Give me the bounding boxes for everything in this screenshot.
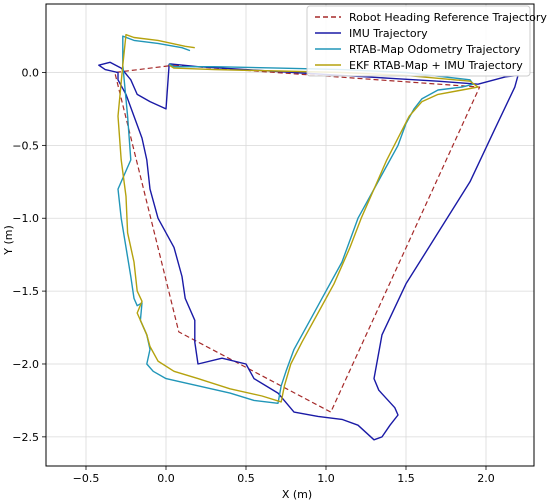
y-tick-label: 0.0 <box>22 66 40 79</box>
x-axis-label: X (m) <box>282 488 312 501</box>
y-axis-ticks: 0.0 −0.5 −1.0 −1.5 −2.0 −2.5 <box>12 66 46 444</box>
grid-lines <box>46 4 534 466</box>
series-layer <box>98 33 519 441</box>
series-line-2 <box>98 61 519 441</box>
x-tick-label: −0.5 <box>73 472 100 485</box>
legend-label: IMU Trajectory <box>349 27 428 40</box>
legend: Robot Heading Reference Trajectory IMU Tr… <box>306 5 547 77</box>
y-tick-label: −0.5 <box>12 139 39 152</box>
y-axis-label: Y (m) <box>2 225 15 256</box>
legend-label: EKF RTAB-Map + IMU Trajectory <box>349 59 523 72</box>
x-tick-label: 0.5 <box>237 472 255 485</box>
y-tick-label: −2.0 <box>12 358 39 371</box>
y-tick-label: −1.5 <box>12 285 39 298</box>
legend-box <box>306 5 531 77</box>
x-axis-ticks: −0.5 0.0 0.5 1.0 1.5 2.0 <box>73 466 495 485</box>
x-tick-label: 0.0 <box>157 472 175 485</box>
series-line-3 <box>117 35 474 404</box>
x-tick-label: 1.0 <box>317 472 335 485</box>
y-tick-label: −2.5 <box>12 431 39 444</box>
x-tick-label: 2.0 <box>477 472 495 485</box>
legend-label: RTAB-Map Odometry Trajectory <box>349 43 521 56</box>
plot-frame <box>45 3 535 467</box>
y-tick-label: −1.0 <box>12 212 39 225</box>
series-line-4 <box>117 33 479 403</box>
legend-label: Robot Heading Reference Trajectory <box>349 11 547 24</box>
x-tick-label: 1.5 <box>397 472 415 485</box>
